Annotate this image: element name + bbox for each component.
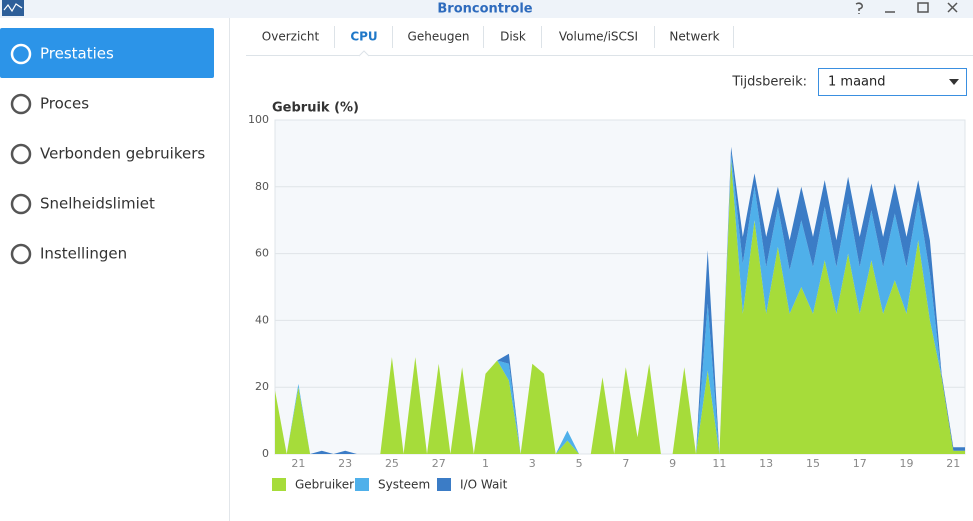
y-tick-label: 0	[262, 447, 269, 460]
tab[interactable]: Volume/iSCSI	[559, 30, 638, 44]
sidebar: Prestaties Proces Verbonden gebruikers Snel…	[10, 43, 205, 265]
app-icon-line	[3, 3, 23, 13]
tab[interactable]: Overzicht	[262, 30, 320, 44]
x-tick-label: 19	[900, 457, 914, 470]
x-tick-label: 21	[946, 457, 960, 470]
x-tick-label: 25	[385, 457, 399, 470]
sidebar-item[interactable]: Verbonden gebruikers	[10, 143, 205, 165]
x-tick-label: 9	[669, 457, 676, 470]
range-select[interactable]	[818, 68, 967, 96]
y-tick-label: 100	[248, 113, 269, 126]
x-tick-label: 13	[759, 457, 773, 470]
help-button[interactable]	[855, 2, 863, 14]
sidebar-icon[interactable]	[10, 243, 32, 265]
legend-swatch[interactable]	[437, 478, 451, 491]
sidebar-item[interactable]: Instellingen	[10, 243, 127, 265]
legend-label[interactable]: I/O Wait	[460, 478, 508, 492]
x-tick-label: 11	[712, 457, 726, 470]
sidebar-item[interactable]: Prestaties	[10, 43, 114, 65]
x-tick-label: 15	[806, 457, 820, 470]
tabs: Overzicht CPU Geheugen Disk Volume/iSCSI Netw…	[262, 26, 734, 57]
sidebar-icon[interactable]	[10, 93, 32, 115]
x-tick-label: 21	[291, 457, 305, 470]
range-label: Tijdsbereik:	[731, 75, 807, 90]
range-value[interactable]: 1 maand	[828, 75, 886, 90]
legend-swatch[interactable]	[355, 478, 369, 491]
app-icon	[2, 0, 24, 16]
y-tick-label: 20	[255, 380, 269, 393]
y-tick-label: 60	[255, 247, 269, 260]
x-tick-label: 23	[338, 457, 352, 470]
sidebar-active	[0, 28, 214, 78]
area	[275, 160, 965, 454]
y-tick-label: 40	[255, 313, 269, 326]
tab[interactable]: Disk	[500, 30, 526, 44]
sidebar-item[interactable]: Proces	[10, 93, 89, 115]
sidebar-label[interactable]: Verbonden gebruikers	[40, 145, 205, 163]
sidebar-label[interactable]: Instellingen	[40, 245, 127, 263]
legend-swatch[interactable]	[272, 478, 286, 491]
y-tick-label: 80	[255, 180, 269, 193]
sidebar-label[interactable]: Snelheidslimiet	[40, 195, 155, 213]
title-bar	[0, 0, 973, 18]
tab[interactable]: Geheugen	[408, 30, 470, 44]
tab[interactable]: CPU	[350, 30, 377, 44]
tab-indicator	[358, 50, 370, 57]
close-button[interactable]	[947, 2, 958, 13]
range-arrow[interactable]	[949, 79, 959, 85]
y-axis-title: Gebruik (%)	[272, 101, 359, 116]
x-tick-label: 7	[622, 457, 629, 470]
x-tick-label: 5	[576, 457, 583, 470]
sidebar-item[interactable]: Snelheidslimiet	[10, 193, 155, 215]
x-tick-label: 27	[432, 457, 446, 470]
legend-label[interactable]: Gebruiker	[295, 478, 354, 492]
window-title: Broncontrole	[437, 2, 532, 17]
tab[interactable]: Netwerk	[669, 30, 719, 44]
window-buttons[interactable]	[855, 2, 958, 14]
sidebar-label[interactable]: Prestaties	[40, 45, 114, 63]
x-tick-label: 3	[529, 457, 536, 470]
x-tick-label: 17	[853, 457, 867, 470]
sidebar-icon[interactable]	[10, 143, 32, 165]
sidebar-label[interactable]: Proces	[40, 95, 89, 113]
maximize-button[interactable]	[917, 2, 929, 13]
sidebar-icon[interactable]	[10, 193, 32, 215]
x-tick-label: 1	[482, 457, 489, 470]
legend-label[interactable]: Systeem	[378, 478, 430, 492]
sidebar-icon[interactable]	[10, 43, 32, 65]
